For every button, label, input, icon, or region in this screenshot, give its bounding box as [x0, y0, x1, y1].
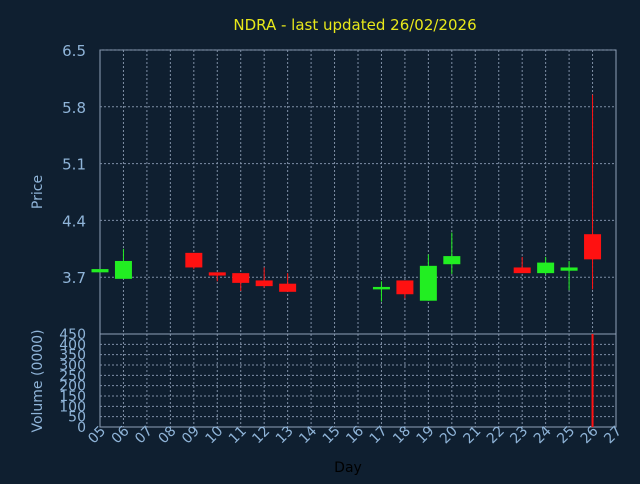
candle-12: [255, 267, 273, 288]
volume-tick-label: 200: [59, 379, 86, 395]
volume-tick-label: 350: [59, 348, 86, 364]
candle-24: [537, 256, 555, 275]
candle-body: [255, 280, 273, 287]
candle-body: [584, 234, 602, 260]
price-panel: 3.7 4.4 5.1 5.8 6.5: [62, 42, 617, 335]
chart-title: NDRA - last updated 26/02/2026: [233, 16, 476, 34]
volume-tick-label: 400: [59, 337, 86, 353]
volume-tick-label: 450: [59, 327, 86, 343]
candle-body: [396, 280, 414, 295]
candle-body: [443, 256, 461, 265]
candle-13: [279, 273, 297, 292]
price-tick-label: 3.7: [62, 269, 86, 287]
candle-body: [372, 286, 390, 290]
volume-tick-label: 250: [59, 368, 86, 384]
candle-20: [443, 232, 461, 274]
price-tick-label: 4.4: [62, 212, 86, 230]
candle-body: [114, 260, 132, 279]
volume-tick-label: 300: [59, 358, 86, 374]
candle-body: [513, 267, 531, 274]
volume-tick-label: 0: [77, 420, 86, 436]
price-tick-label: 6.5: [62, 42, 86, 60]
candle-26: [584, 94, 602, 290]
volume-axis-label: Volume (0000): [30, 329, 46, 432]
price-tick-label: 5.1: [62, 156, 86, 174]
volume-bar-26: [591, 334, 594, 427]
candle-body: [185, 252, 203, 268]
candle-06: [114, 248, 132, 279]
x-axis-label: Day: [334, 460, 362, 476]
y-axis-label: Price: [30, 175, 46, 209]
volume-plot-frame: [99, 333, 617, 428]
volume-tick-label: 150: [59, 389, 86, 405]
candle-body: [279, 283, 297, 292]
x-axis-ticks: 05 06 07 08 09 10 11 12 13 14 15 16 17 18 19 20 21 22 23 24…: [85, 423, 625, 447]
candle-18: [396, 280, 414, 299]
candle-body: [419, 265, 437, 301]
candle-05: [91, 269, 109, 273]
candle-body: [560, 267, 578, 271]
candle-body: [232, 273, 250, 283]
candle-body: [91, 269, 109, 273]
volume-tick-label: 50: [68, 410, 86, 426]
candle-17: [372, 281, 390, 302]
candle-09: [185, 252, 203, 270]
candle-11: [232, 273, 250, 291]
candle-19: [419, 254, 437, 301]
candle-body: [537, 262, 555, 274]
candle-body: [208, 272, 226, 276]
volume-tick-label: 100: [59, 399, 86, 415]
candle-10: [208, 272, 226, 282]
candle-23: [513, 256, 531, 274]
price-tick-label: 5.8: [62, 99, 86, 117]
candle-25: [560, 260, 578, 291]
